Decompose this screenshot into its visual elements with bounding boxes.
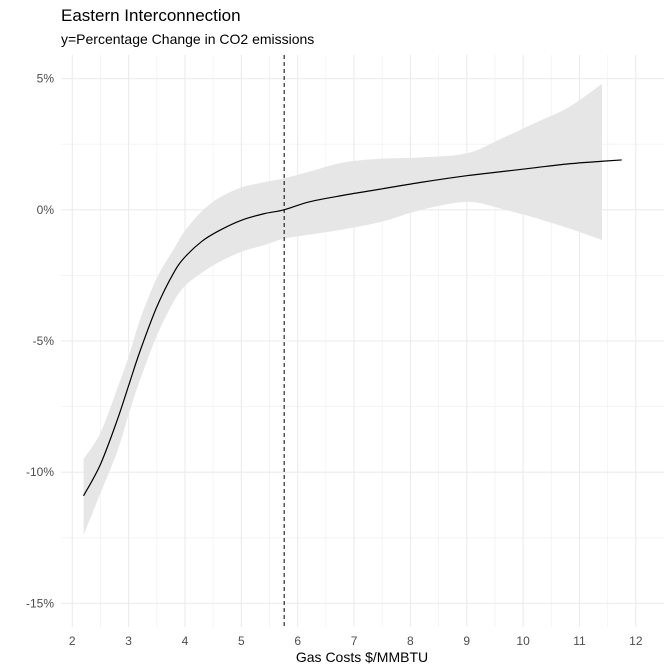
confidence-band-layer	[83, 83, 603, 536]
y-tick-label: 0%	[37, 203, 55, 217]
x-axis-label: Gas Costs $/MMBTU	[295, 649, 429, 665]
x-tick-label: 6	[294, 634, 301, 648]
chart-title: Eastern Interconnection	[61, 6, 241, 25]
x-tick-label: 11	[573, 634, 586, 648]
series-line-layer	[83, 159, 622, 497]
x-tick-label: 3	[125, 634, 132, 648]
smoothed-trend-line	[83, 159, 622, 497]
y-tick-labels: -15% -10% -5% 0% 5%	[26, 72, 54, 611]
y-tick-label: -10%	[26, 465, 54, 479]
y-tick-label: -15%	[26, 596, 54, 610]
x-tick-label: 12	[629, 634, 643, 648]
confidence-band	[83, 83, 603, 536]
chart-subtitle: y=Percentage Change in CO2 emissions	[61, 31, 315, 47]
x-tick-label: 10	[516, 634, 530, 648]
x-tick-label: 2	[69, 634, 76, 648]
x-tick-labels: 2 3 4 5 6 7 8 9 10 11 12	[69, 634, 643, 648]
x-tick-label: 4	[182, 634, 189, 648]
x-tick-label: 5	[238, 634, 245, 648]
x-tick-label: 8	[407, 634, 414, 648]
y-tick-label: -5%	[33, 334, 55, 348]
y-tick-label: 5%	[37, 72, 55, 86]
x-tick-label: 7	[351, 634, 358, 648]
x-tick-label: 9	[463, 634, 470, 648]
